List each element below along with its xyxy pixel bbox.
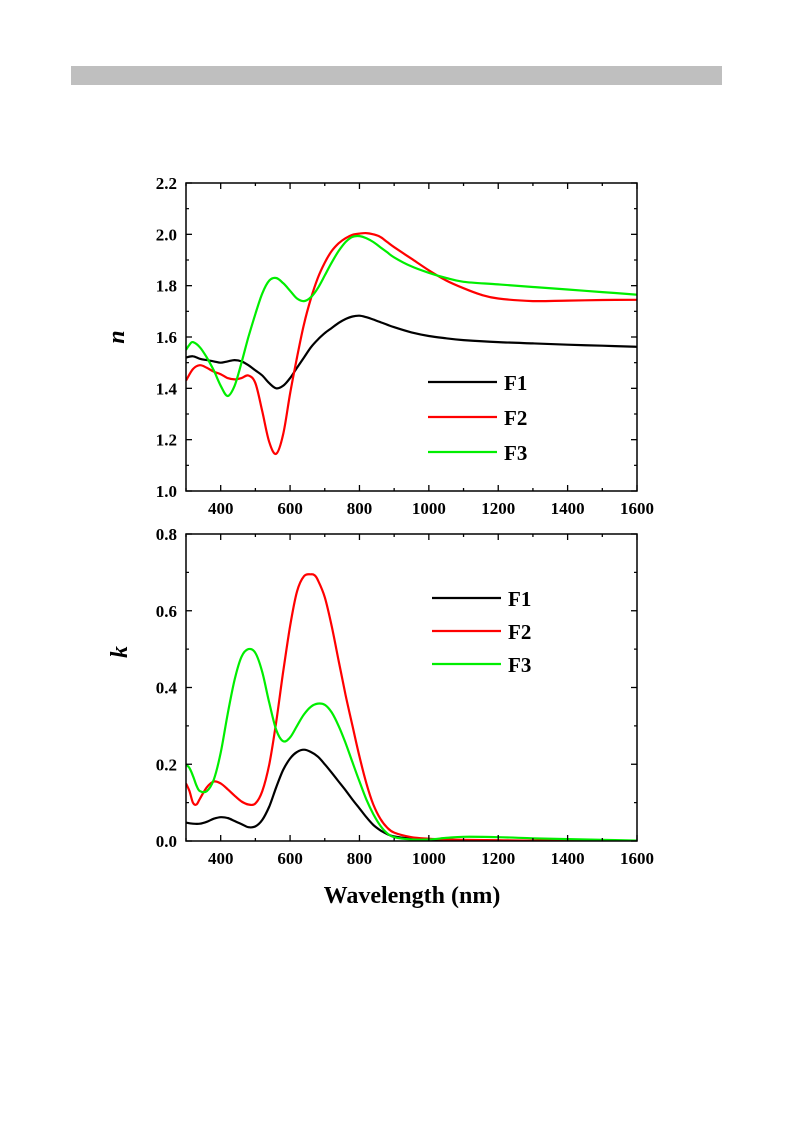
legend-label: F1 bbox=[508, 587, 531, 611]
y-tick-label: 0.6 bbox=[156, 602, 177, 621]
legend-label: F2 bbox=[504, 406, 527, 430]
y-tick-label: 0.0 bbox=[156, 832, 177, 851]
y-axis-label: k bbox=[107, 646, 133, 658]
series-line-f3 bbox=[186, 647, 637, 841]
y-tick-label: 0.2 bbox=[156, 755, 177, 774]
legend-label: F1 bbox=[504, 371, 527, 395]
legend-label: F2 bbox=[508, 620, 531, 644]
series-line-f2 bbox=[186, 231, 637, 456]
y-tick-label: 2.2 bbox=[156, 174, 177, 193]
x-tick-label: 1000 bbox=[412, 849, 446, 868]
x-tick-label: 1400 bbox=[551, 499, 585, 518]
y-tick-label: 1.6 bbox=[156, 328, 177, 347]
y-tick-label: 2.0 bbox=[156, 225, 177, 244]
header-bar bbox=[71, 66, 722, 85]
series-line-f2 bbox=[186, 573, 637, 841]
x-tick-label: 1200 bbox=[481, 849, 515, 868]
series-line-f3 bbox=[186, 234, 637, 398]
y-tick-label: 0.8 bbox=[156, 525, 177, 544]
y-tick-label: 1.8 bbox=[156, 277, 177, 296]
y-tick-label: 0.4 bbox=[156, 679, 178, 698]
x-tick-label: 400 bbox=[208, 849, 234, 868]
legend-label: F3 bbox=[508, 653, 531, 677]
x-tick-label: 800 bbox=[347, 849, 373, 868]
series-line-f1 bbox=[186, 314, 637, 390]
x-tick-label: 1400 bbox=[551, 849, 585, 868]
x-tick-label: 800 bbox=[347, 499, 373, 518]
x-tick-label: 1000 bbox=[412, 499, 446, 518]
plot-frame bbox=[185, 533, 638, 842]
x-axis-label: Wavelength (nm) bbox=[324, 883, 501, 909]
n-chart: 400 600 800 1000 1200 1400 1600 1.0 1.2 1.4 1.6 1.8… bbox=[104, 174, 654, 518]
x-tick-label: 1200 bbox=[481, 499, 515, 518]
x-tick-label: 1600 bbox=[620, 849, 654, 868]
plot-frame bbox=[185, 182, 638, 492]
x-tick-label: 400 bbox=[208, 499, 234, 518]
x-tick-label: 1600 bbox=[620, 499, 654, 518]
y-axis-label: n bbox=[104, 330, 130, 343]
y-tick-label: 1.4 bbox=[156, 379, 178, 398]
legend-label: F3 bbox=[504, 441, 527, 465]
x-tick-label: 600 bbox=[277, 499, 303, 518]
y-tick-label: 1.2 bbox=[156, 431, 177, 450]
k-chart: 400 600 800 1000 1200 1400 1600 0.0 0.2 0.4 0.6 0.8… bbox=[107, 525, 654, 909]
series-line-f1 bbox=[186, 748, 637, 841]
x-tick-label: 600 bbox=[277, 849, 303, 868]
y-tick-label: 1.0 bbox=[156, 482, 177, 501]
